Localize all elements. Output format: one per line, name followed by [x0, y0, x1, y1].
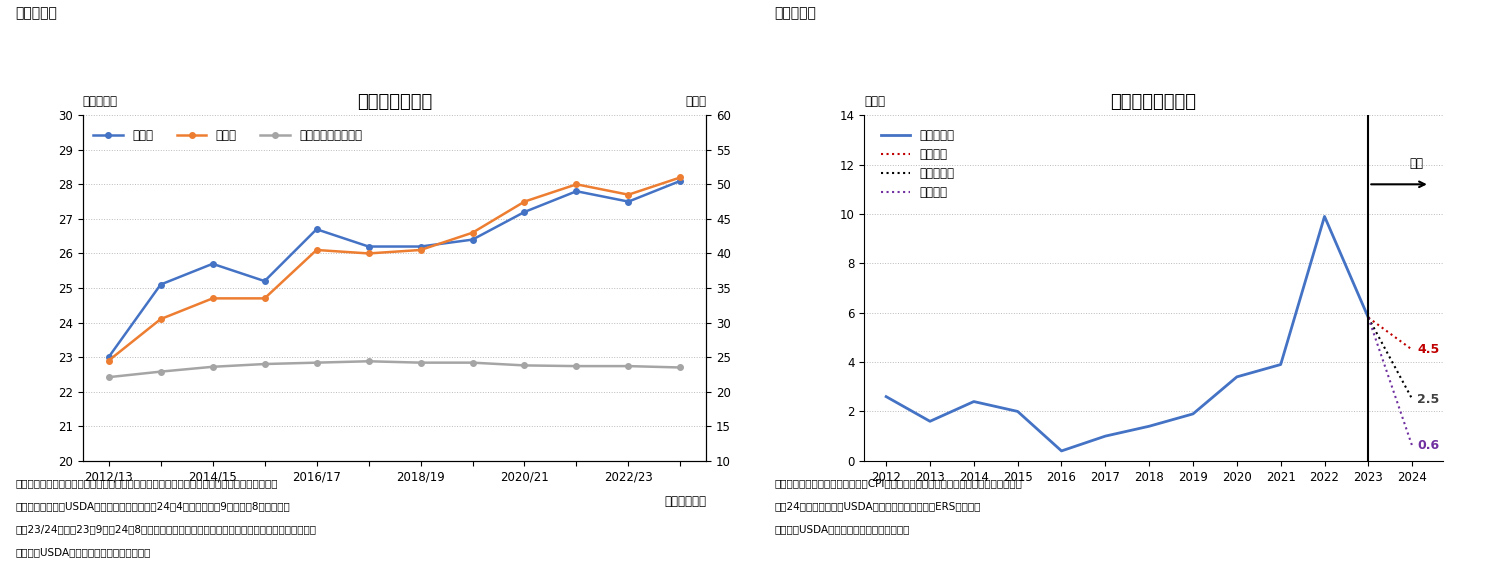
Text: （図表６）: （図表６） — [774, 6, 816, 20]
Text: （資料）USDAよりニッセイ基礎研究所作成: （資料）USDAよりニッセイ基礎研究所作成 — [774, 524, 909, 534]
Title: 世界の穀物需給: 世界の穀物需給 — [356, 93, 433, 111]
Text: （％）: （％） — [864, 95, 885, 108]
Text: （億トン）: （億トン） — [83, 95, 117, 108]
Legend: 生産量, 消費量, 期末在庫率（右軸）: 生産量, 消費量, 期末在庫率（右軸） — [89, 124, 367, 147]
Text: （％）: （％） — [685, 95, 706, 108]
Text: （図表５）: （図表５） — [15, 6, 57, 20]
Legend: 食料品価格, 予測上限, 予測中央値, 予測下限: 食料品価格, 予測上限, 予測中央値, 予測下限 — [876, 124, 959, 204]
Text: 24年は米農務省（USDA）経済調査サービス（ERS）の予測: 24年は米農務省（USDA）経済調査サービス（ERS）の予測 — [774, 501, 980, 511]
Text: （注）食料品価格は消費者物価（CPI）における食料品価格指数の前年同月比の推移。: （注）食料品価格は消費者物価（CPI）における食料品価格指数の前年同月比の推移。 — [774, 478, 1022, 488]
Text: 2.5: 2.5 — [1417, 393, 1440, 406]
Title: 食料品価格見通し: 食料品価格見通し — [1111, 93, 1196, 111]
Text: 米国農務省（USDA）の穀物等需給報告（24年4月）。年度は9月～翌年8月の期間。: 米国農務省（USDA）の穀物等需給報告（24年4月）。年度は9月～翌年8月の期間… — [15, 501, 290, 511]
Text: 4.5: 4.5 — [1417, 343, 1440, 356]
Text: （市場年度）: （市場年度） — [664, 495, 706, 509]
Text: 0.6: 0.6 — [1417, 439, 1440, 453]
Text: 予測: 予測 — [1410, 157, 1423, 169]
Text: （注）穀物は小麦、トウモロコシ、モロコシ、大麦、オート麦、ライ麦、雑穀、精米を含む。: （注）穀物は小麦、トウモロコシ、モロコシ、大麦、オート麦、ライ麦、雑穀、精米を含… — [15, 478, 278, 488]
Text: 23/24年度（23年9月～24年8月）は見通し。期末在庫率は期末在庫の消費量に対する割合。: 23/24年度（23年9月～24年8月）は見通し。期末在庫率は期末在庫の消費量に… — [15, 524, 316, 534]
Text: （資料）USDAよりニッセイ基礎研究所作成: （資料）USDAよりニッセイ基礎研究所作成 — [15, 547, 150, 557]
